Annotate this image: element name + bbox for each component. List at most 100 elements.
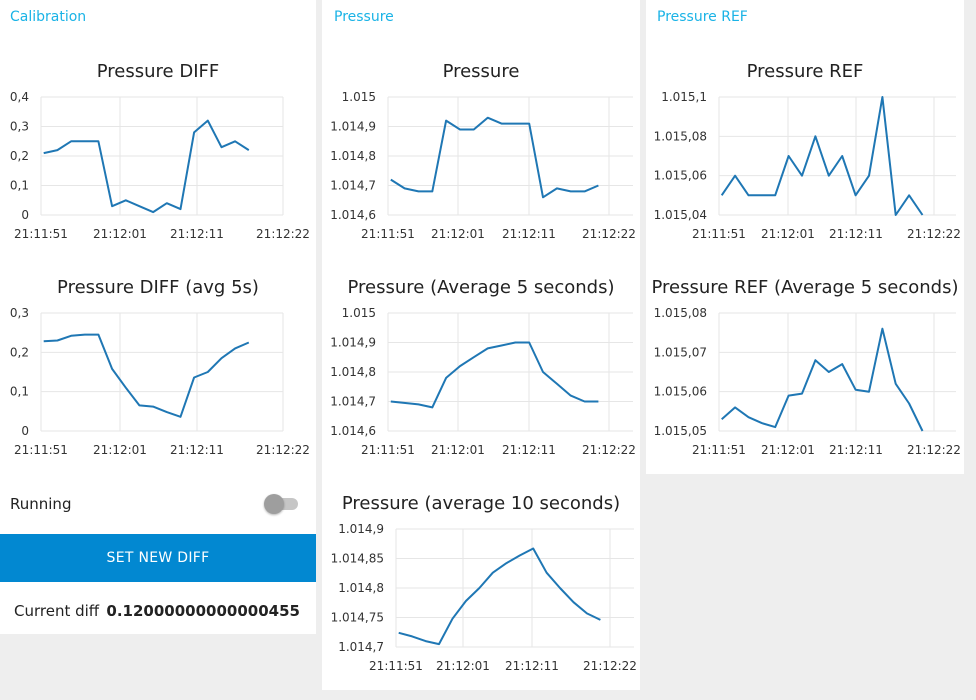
group-pressure-ref: Pressure REF (646, 0, 964, 474)
y-tick-label: 1.014,7 (330, 179, 376, 193)
y-tick-label: 1.014,9 (330, 336, 376, 350)
chart-pressure-avg10: Pressure (average 10 seconds) 1.014,7 1.01… (322, 482, 640, 682)
running-switch[interactable] (264, 494, 298, 514)
chart-svg: Pressure DIFF (avg 5s) 0 0,1 0,2 0,3 21:11:51… (10, 277, 310, 457)
x-tick-label: 21:11:51 (692, 443, 746, 457)
y-tick-label: 0,1 (10, 385, 29, 399)
y-tick-label: 0,3 (10, 120, 29, 134)
x-tick-label: 21:11:51 (369, 659, 423, 673)
chart-title: Pressure (average 10 seconds) (342, 493, 620, 514)
x-tick-label: 21:12:11 (829, 443, 883, 457)
y-tick-label: 0,1 (10, 179, 29, 193)
y-tick-label: 1.014,85 (331, 552, 384, 566)
x-tick-label: 21:12:01 (761, 443, 815, 457)
y-tick-label: 0 (21, 208, 29, 222)
x-tick-label: 21:11:51 (692, 227, 746, 241)
series-line (390, 116, 599, 199)
current-diff-row: Current diff 0.12000000000000455 (0, 590, 316, 634)
set-new-diff-button[interactable]: SET NEW DIFF (0, 534, 316, 582)
y-tick-label: 1.014,8 (338, 581, 384, 595)
y-tick-label: 0 (21, 424, 29, 438)
x-tick-label: 21:12:22 (907, 227, 961, 241)
chart-title: Pressure DIFF (avg 5s) (57, 277, 259, 298)
y-tick-label: 1.014,7 (338, 640, 384, 654)
chart-pressure-avg5: Pressure (Average 5 seconds) 1.014,6 1.014… (322, 266, 640, 466)
group-title-calibration: Calibration (10, 9, 87, 25)
x-tick-label: 21:12:22 (256, 227, 310, 241)
group-pressure: Pressure (322, 0, 640, 690)
y-tick-label: 1.015,06 (654, 385, 707, 399)
series-line (720, 96, 924, 216)
y-tick-label: 1.015,05 (654, 424, 707, 438)
chart-svg: Pressure REF 1.015,04 1.015,06 1.015,08 1.01… (654, 61, 961, 241)
current-diff-label: Current diff (14, 602, 100, 620)
y-tick-label: 1.015,06 (654, 169, 707, 183)
group-calibration: Calibration (0, 0, 316, 634)
chart-pressure: Pressure 1.014,6 1.014,7 1.014,8 1.014,9 1.01… (322, 50, 640, 250)
chart-svg: Pressure REF (Average 5 seconds) 1.015,05… (652, 277, 961, 457)
chart-pressure-ref: Pressure REF 1.015,04 1.015,06 1.015,08 1.01… (646, 50, 964, 250)
running-row: Running (0, 488, 316, 520)
x-tick-label: 21:11:51 (361, 227, 415, 241)
y-tick-label: 0,4 (10, 90, 29, 104)
chart-pressure-diff: Pressure DIFF 0 0,1 0,2 0,3 0,4 21:11:51 21:12:… (0, 50, 316, 250)
running-label: Running (10, 495, 72, 513)
chart-pressure-ref-avg5: Pressure REF (Average 5 seconds) 1.015,05… (646, 266, 964, 466)
chart-pressure-diff-avg: Pressure DIFF (avg 5s) 0 0,1 0,2 0,3 21:11:51… (0, 266, 316, 466)
series-line (43, 333, 250, 418)
y-tick-label: 0,2 (10, 149, 29, 163)
y-tick-label: 1.014,8 (330, 365, 376, 379)
y-tick-label: 1.015,08 (654, 306, 707, 320)
chart-title: Pressure REF (Average 5 seconds) (652, 277, 959, 298)
x-tick-label: 21:12:22 (583, 659, 637, 673)
y-tick-label: 1.015,07 (654, 345, 707, 359)
x-tick-label: 21:11:51 (14, 227, 68, 241)
x-tick-label: 21:12:11 (170, 443, 224, 457)
y-tick-label: 1.014,6 (330, 208, 376, 222)
group-title-pressure: Pressure (334, 9, 394, 25)
series-line (43, 119, 250, 214)
x-tick-label: 21:12:11 (502, 443, 556, 457)
y-tick-label: 1.015,1 (661, 90, 707, 104)
y-tick-label: 1.014,7 (330, 395, 376, 409)
y-tick-label: 1.015,04 (654, 208, 707, 222)
y-tick-label: 0,3 (10, 306, 29, 320)
y-tick-label: 1.014,9 (338, 522, 384, 536)
chart-svg: Pressure (average 10 seconds) 1.014,7 1.01… (331, 493, 637, 673)
x-tick-label: 21:12:11 (829, 227, 883, 241)
x-tick-label: 21:12:11 (505, 659, 559, 673)
x-tick-label: 21:12:01 (761, 227, 815, 241)
x-tick-label: 21:12:11 (170, 227, 224, 241)
x-tick-label: 21:12:01 (436, 659, 490, 673)
chart-svg: Pressure DIFF 0 0,1 0,2 0,3 0,4 21:11:51 21:12:… (10, 61, 310, 241)
series-line (390, 341, 599, 409)
y-tick-label: 1.015 (342, 306, 376, 320)
x-tick-label: 21:12:22 (582, 443, 636, 457)
y-tick-label: 1.015 (342, 90, 376, 104)
x-tick-label: 21:12:01 (93, 443, 147, 457)
x-tick-label: 21:12:22 (256, 443, 310, 457)
series-line (398, 547, 601, 646)
y-tick-label: 0,2 (10, 345, 29, 359)
chart-title: Pressure REF (747, 61, 864, 82)
x-tick-label: 21:12:01 (431, 227, 485, 241)
y-tick-label: 1.014,75 (331, 611, 384, 625)
y-tick-label: 1.014,9 (330, 120, 376, 134)
y-tick-label: 1.014,8 (330, 149, 376, 163)
chart-title: Pressure DIFF (97, 61, 219, 82)
x-tick-label: 21:12:22 (582, 227, 636, 241)
chart-title: Pressure (Average 5 seconds) (347, 277, 614, 298)
running-switch-thumb[interactable] (264, 494, 284, 514)
x-tick-label: 21:12:11 (502, 227, 556, 241)
x-tick-label: 21:12:01 (431, 443, 485, 457)
series-line (721, 327, 924, 432)
chart-svg: Pressure 1.014,6 1.014,7 1.014,8 1.014,9 1.01… (330, 61, 636, 241)
x-tick-label: 21:12:22 (907, 443, 961, 457)
chart-title: Pressure (443, 61, 520, 82)
y-tick-label: 1.015,08 (654, 129, 707, 143)
current-diff-value: 0.12000000000000455 (106, 602, 300, 620)
group-title-pressure-ref: Pressure REF (657, 9, 748, 25)
x-tick-label: 21:12:01 (93, 227, 147, 241)
x-tick-label: 21:11:51 (14, 443, 68, 457)
y-tick-label: 1.014,6 (330, 424, 376, 438)
